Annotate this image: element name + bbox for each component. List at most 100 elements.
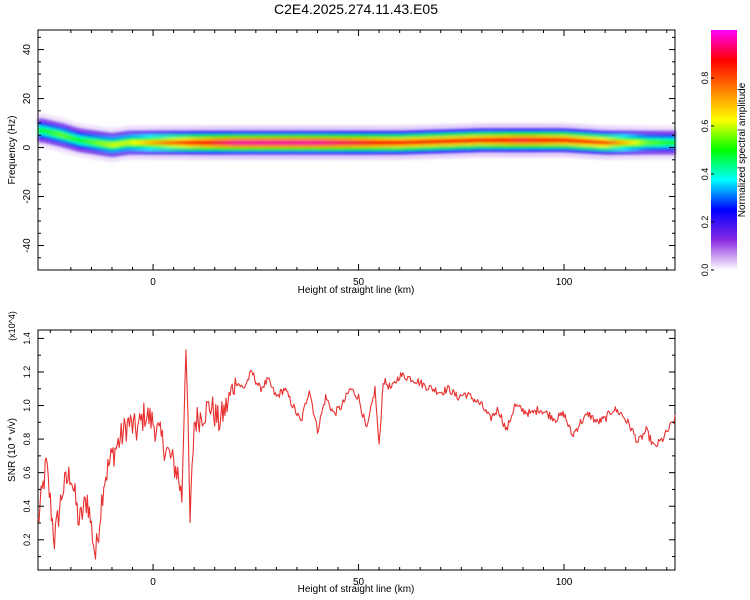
spectral-cell [374, 140, 380, 145]
spectral-cell [243, 140, 249, 145]
spectral-cell [370, 140, 376, 145]
spectral-cell [387, 140, 393, 145]
spectral-cell [596, 140, 602, 145]
spectral-cell [259, 140, 265, 145]
spectral-cell [91, 140, 97, 145]
spectral-cell [584, 139, 590, 144]
spectral-cell [107, 142, 113, 147]
spectral-cell [654, 140, 660, 145]
spectral-cell [625, 140, 631, 145]
spectral-cell [453, 138, 458, 144]
spectral-cell [621, 140, 627, 145]
y-tick-label: 1.0 [22, 399, 32, 412]
spectral-cell [239, 140, 245, 145]
spectral-cell [518, 138, 524, 143]
spectral-cell [543, 138, 549, 143]
spectral-cell [296, 140, 302, 145]
spectral-cell [140, 140, 146, 145]
spectral-band [38, 113, 676, 162]
spectral-cell [153, 140, 158, 145]
spectrogram-panel: 0 50 100 -40 -20 0 20 40 Height of straight li… [7, 29, 676, 296]
spectral-cell [457, 138, 462, 144]
x-tick-label: 50 [353, 277, 365, 288]
spectral-cell [329, 140, 335, 145]
spectral-cell [510, 138, 516, 143]
spectral-cell [272, 140, 277, 145]
spectral-cell [605, 140, 610, 145]
snr-multiplier: (x10^4) [7, 311, 17, 341]
spectral-cell [247, 140, 253, 145]
spectral-cell [407, 140, 413, 145]
spectral-cell [62, 133, 68, 139]
colorbar-tick-label: 0.6 [700, 120, 710, 133]
spectral-cell [54, 131, 60, 137]
spectral-cell [301, 140, 306, 145]
colorbar-tick-label: 0.4 [700, 168, 710, 181]
spectral-cell [576, 138, 582, 144]
spectral-cell [362, 140, 368, 145]
spectral-cell [564, 138, 569, 143]
figure-title: C2E4.2025.274.11.43.E05 [274, 1, 438, 17]
spectral-cell [144, 140, 150, 145]
spectral-cell [403, 140, 409, 145]
spectral-cell [83, 138, 88, 144]
spectral-cell [99, 141, 105, 146]
colorbar-tick-label: 0.8 [700, 72, 710, 85]
spectral-cell [383, 140, 388, 145]
spectral-cell [338, 140, 343, 145]
spectral-cell [214, 140, 220, 145]
spectral-cell [642, 140, 647, 145]
spectral-cell [481, 138, 487, 143]
spectral-cell [325, 140, 331, 145]
spectral-cell [148, 140, 154, 145]
spectrogram-ylabel: Frequency (Hz) [7, 116, 18, 185]
spectral-cell [157, 140, 162, 145]
spectral-cell [185, 140, 191, 145]
spectral-cell [173, 140, 179, 145]
colorbar-ticks: 0.0 0.2 0.4 0.6 0.8 [700, 72, 714, 277]
y-tick-label: -20 [22, 189, 33, 204]
x-tick-label: 0 [150, 577, 156, 588]
spectral-cell [190, 140, 195, 145]
spectral-cell [559, 138, 565, 143]
x-tick-label: 100 [556, 277, 573, 288]
spectral-cell [551, 138, 557, 143]
colorbar: 0.0 0.2 0.4 0.6 0.8 Normalized spectral ampl… [700, 30, 748, 276]
spectral-cell [399, 140, 405, 145]
spectral-cell [395, 140, 401, 145]
spectral-cell [465, 138, 471, 143]
spectral-cell [222, 140, 228, 145]
spectral-cell [132, 140, 138, 145]
spectral-cell [251, 140, 257, 145]
spectral-cell [342, 140, 347, 145]
spectral-cell [264, 140, 269, 145]
spectral-cell [444, 139, 450, 144]
colorbar-tick-label: 0.2 [700, 216, 710, 229]
colorbar-tick-label: 0.0 [700, 264, 710, 277]
spectral-cell [527, 138, 532, 143]
y-tick-label: 1.4 [22, 332, 32, 345]
spectral-cell [346, 140, 351, 145]
y-tick-label: 0.4 [22, 500, 32, 513]
spectral-cell [535, 138, 540, 143]
spectral-cell [309, 140, 314, 145]
spectral-cell [350, 140, 356, 145]
spectral-cell [79, 138, 84, 143]
spectral-cell [638, 140, 643, 145]
spectral-cell [227, 140, 232, 145]
spectral-cell [494, 138, 499, 143]
spectral-cell [580, 139, 586, 144]
spectral-cell [428, 139, 434, 144]
spectral-cell [539, 138, 545, 143]
x-tick-label: 0 [150, 277, 156, 288]
snr-x-ticks: 0 50 100 [49, 330, 668, 588]
spectral-cell [124, 140, 130, 146]
spectral-cell [354, 140, 360, 145]
spectral-cell [379, 140, 384, 145]
spectral-cell [255, 140, 261, 145]
spectrogram-x-ticks: 0 50 100 [70, 30, 668, 288]
spectral-cell [136, 140, 142, 145]
spectral-cell [629, 140, 635, 145]
y-tick-label: 0.6 [22, 466, 32, 479]
